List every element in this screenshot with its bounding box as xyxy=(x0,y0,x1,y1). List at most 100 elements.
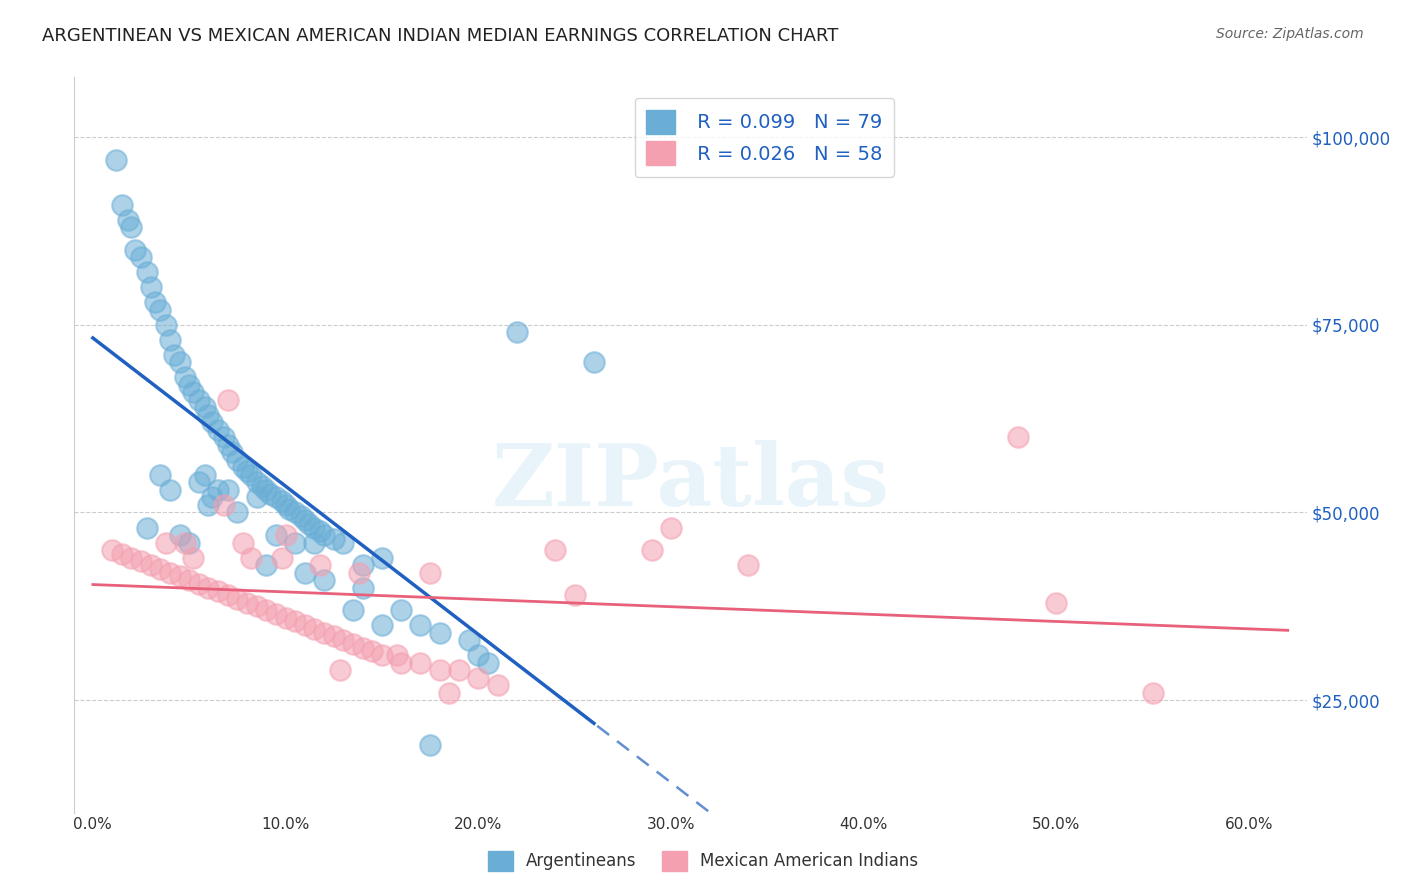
Point xyxy=(236,464,259,478)
Point xyxy=(342,603,364,617)
Point xyxy=(259,487,281,501)
Point xyxy=(201,491,224,505)
Point xyxy=(352,581,374,595)
Legend: Argentineans, Mexican American Indians: Argentineans, Mexican American Indians xyxy=(479,842,927,880)
Point xyxy=(544,543,567,558)
Point xyxy=(143,295,166,310)
Point xyxy=(226,506,249,520)
Point xyxy=(174,535,197,549)
Point xyxy=(409,618,432,632)
Point xyxy=(429,663,451,677)
Point xyxy=(181,385,204,400)
Point xyxy=(246,599,269,614)
Point xyxy=(290,509,312,524)
Point xyxy=(264,607,287,621)
Point xyxy=(389,656,412,670)
Point xyxy=(197,498,219,512)
Point xyxy=(111,198,134,212)
Point xyxy=(314,528,336,542)
Point xyxy=(1007,430,1029,444)
Point xyxy=(352,558,374,572)
Point xyxy=(187,475,209,490)
Point xyxy=(264,528,287,542)
Point xyxy=(278,501,301,516)
Point xyxy=(217,483,239,497)
Point xyxy=(226,453,249,467)
Point xyxy=(409,656,432,670)
Point xyxy=(212,498,235,512)
Point xyxy=(163,348,186,362)
Text: Source: ZipAtlas.com: Source: ZipAtlas.com xyxy=(1216,27,1364,41)
Point xyxy=(169,528,191,542)
Point xyxy=(659,520,682,534)
Point xyxy=(174,370,197,384)
Point xyxy=(274,498,297,512)
Point xyxy=(294,618,316,632)
Point xyxy=(212,430,235,444)
Point xyxy=(159,483,181,497)
Point xyxy=(207,483,229,497)
Point xyxy=(304,520,326,534)
Point xyxy=(232,535,254,549)
Point xyxy=(155,535,177,549)
Point xyxy=(294,513,316,527)
Text: ZIPatlas: ZIPatlas xyxy=(491,440,890,524)
Point xyxy=(246,491,269,505)
Point xyxy=(352,640,374,655)
Point xyxy=(246,475,269,490)
Point xyxy=(124,243,146,257)
Point xyxy=(169,569,191,583)
Point xyxy=(252,479,274,493)
Point xyxy=(155,318,177,332)
Point xyxy=(322,629,344,643)
Legend:  R = 0.099   N = 79,  R = 0.026   N = 58: R = 0.099 N = 79, R = 0.026 N = 58 xyxy=(634,98,894,177)
Point xyxy=(467,671,489,685)
Point xyxy=(1142,685,1164,699)
Point xyxy=(467,648,489,662)
Point xyxy=(101,543,124,558)
Point xyxy=(322,532,344,546)
Point xyxy=(477,656,499,670)
Point xyxy=(284,535,307,549)
Point xyxy=(179,573,201,587)
Point xyxy=(217,588,239,602)
Point xyxy=(159,566,181,580)
Point xyxy=(332,535,354,549)
Point xyxy=(169,355,191,369)
Point xyxy=(159,333,181,347)
Point xyxy=(149,303,172,318)
Point xyxy=(120,220,142,235)
Point xyxy=(187,576,209,591)
Point xyxy=(236,595,259,609)
Text: ARGENTINEAN VS MEXICAN AMERICAN INDIAN MEDIAN EARNINGS CORRELATION CHART: ARGENTINEAN VS MEXICAN AMERICAN INDIAN M… xyxy=(42,27,838,45)
Point xyxy=(197,408,219,422)
Point xyxy=(179,378,201,392)
Point xyxy=(389,603,412,617)
Point xyxy=(217,438,239,452)
Point xyxy=(387,648,409,662)
Point xyxy=(254,483,277,497)
Point xyxy=(104,153,127,167)
Point xyxy=(419,566,441,580)
Point xyxy=(135,520,157,534)
Point xyxy=(429,625,451,640)
Point xyxy=(314,625,336,640)
Point xyxy=(117,213,139,227)
Point xyxy=(149,468,172,483)
Point xyxy=(314,573,336,587)
Point xyxy=(139,558,162,572)
Point xyxy=(284,614,307,628)
Point xyxy=(309,558,332,572)
Point xyxy=(129,554,152,568)
Point xyxy=(304,622,326,636)
Point xyxy=(149,562,172,576)
Point xyxy=(129,251,152,265)
Point xyxy=(239,550,262,565)
Point xyxy=(447,663,470,677)
Point xyxy=(419,738,441,752)
Point xyxy=(179,535,201,549)
Point xyxy=(332,633,354,648)
Point xyxy=(254,603,277,617)
Point xyxy=(239,468,262,483)
Point xyxy=(232,460,254,475)
